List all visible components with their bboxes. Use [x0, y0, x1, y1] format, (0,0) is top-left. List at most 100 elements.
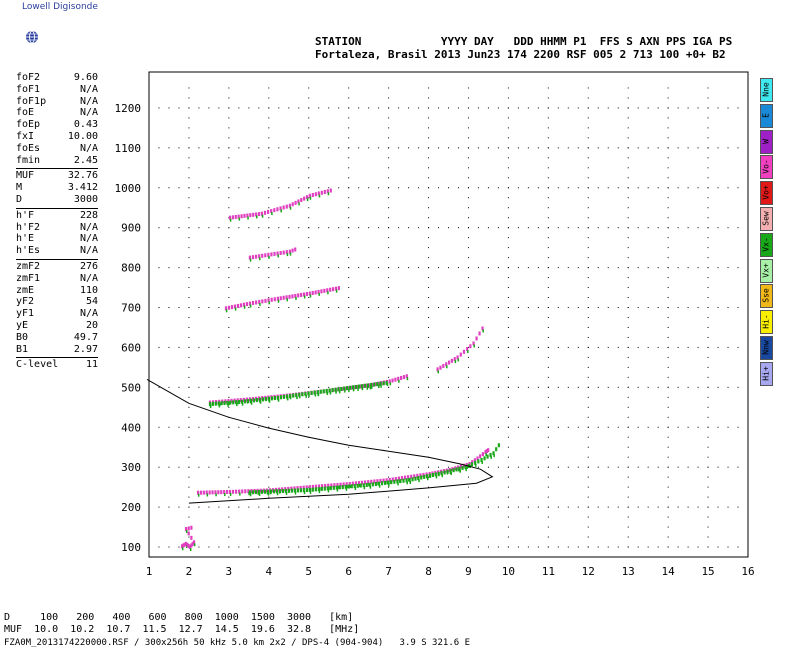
grid-dot — [358, 346, 360, 348]
grid-dot — [338, 267, 340, 269]
data-point — [277, 254, 279, 258]
data-point — [492, 451, 495, 456]
data-point — [369, 382, 373, 387]
grid-dot — [438, 426, 440, 428]
data-point — [418, 479, 420, 483]
grid-dot — [348, 87, 350, 89]
data-point — [323, 486, 326, 491]
grid-dot — [168, 107, 170, 109]
grid-dot — [487, 506, 489, 508]
grid-dot — [707, 546, 709, 548]
grid-dot — [448, 506, 449, 508]
grid-dot — [747, 217, 749, 219]
grid-dot — [547, 466, 549, 468]
data-point — [328, 388, 331, 393]
data-point — [338, 485, 341, 490]
data-point — [316, 390, 319, 395]
grid-dot — [747, 187, 749, 189]
legend-label: Vx- — [761, 237, 771, 252]
data-point — [248, 301, 252, 306]
parameter-table: foF2 9.60 foF1 N/A foF1p N/A foE N/A foEp 0.43 fxI… — [16, 72, 98, 371]
data-point — [406, 377, 409, 381]
param-label: h'E — [16, 233, 35, 245]
data-point — [462, 349, 466, 354]
grid-dot — [318, 267, 320, 269]
grid-dot — [627, 426, 629, 428]
grid-dot — [218, 426, 220, 428]
grid-dot — [148, 207, 150, 209]
grid-dot — [388, 297, 390, 299]
data-point — [239, 398, 242, 403]
grid-dot — [667, 416, 669, 418]
param-value: 20 — [85, 319, 98, 331]
grid-dot — [547, 227, 549, 229]
grid-dot — [487, 346, 489, 348]
grid-dot — [517, 147, 519, 149]
grid-dot — [358, 506, 360, 508]
grid-dot — [467, 277, 469, 279]
grid-dot — [428, 207, 430, 209]
grid-dot — [318, 546, 320, 548]
grid-dot — [527, 466, 529, 468]
grid-dot — [477, 386, 479, 388]
grid-dot — [198, 107, 200, 109]
grid-dot — [507, 177, 509, 179]
data-point — [217, 490, 220, 495]
grid-dot — [667, 157, 669, 159]
grid-dot — [467, 137, 469, 139]
grid-dot — [677, 506, 679, 508]
grid-dot — [587, 396, 589, 398]
grid-dot — [567, 187, 569, 189]
grid-dot — [178, 107, 180, 109]
data-point — [452, 468, 455, 473]
grid-dot — [587, 496, 589, 498]
data-point — [380, 481, 384, 486]
data-point — [251, 255, 255, 260]
grid-dot — [507, 147, 509, 149]
data-point — [487, 448, 490, 453]
data-point — [420, 475, 423, 480]
data-point — [369, 386, 372, 390]
data-point — [480, 458, 483, 462]
grid-dot — [418, 227, 420, 229]
data-point — [248, 490, 252, 495]
grid-dot — [547, 546, 549, 548]
param-value: 32.76 — [67, 170, 98, 182]
data-point — [220, 490, 223, 495]
data-point — [271, 212, 273, 216]
grid-dot — [517, 307, 519, 309]
data-point — [241, 489, 244, 494]
grid-dot — [408, 506, 410, 508]
grid-dot — [517, 227, 519, 229]
data-point — [183, 542, 186, 547]
grid-dot — [408, 346, 410, 348]
grid-dot — [228, 446, 230, 448]
data-point — [339, 482, 342, 487]
grid-dot — [737, 307, 739, 309]
data-point — [298, 202, 300, 206]
grid-dot — [667, 257, 669, 259]
param-row: yF2 54 — [16, 296, 98, 308]
data-point — [268, 255, 270, 259]
data-point — [233, 398, 236, 403]
grid-dot — [268, 187, 270, 189]
data-point — [408, 477, 411, 482]
grid-dot — [457, 546, 459, 548]
grid-dot — [707, 496, 709, 498]
grid-dot — [517, 267, 519, 269]
grid-dot — [198, 506, 200, 508]
grid-dot — [557, 307, 559, 309]
grid-dot — [507, 97, 509, 99]
grid-dot — [288, 426, 290, 428]
data-point — [393, 479, 396, 484]
grid-dot — [547, 536, 549, 538]
grid-dot — [547, 97, 549, 99]
grid-dot — [188, 346, 190, 348]
grid-dot — [467, 117, 469, 119]
grid-dot — [547, 426, 549, 428]
grid-dot — [667, 466, 669, 468]
grid-dot — [707, 157, 709, 159]
grid-dot — [188, 197, 190, 199]
grid-dot — [587, 127, 589, 129]
grid-dot — [388, 117, 390, 119]
